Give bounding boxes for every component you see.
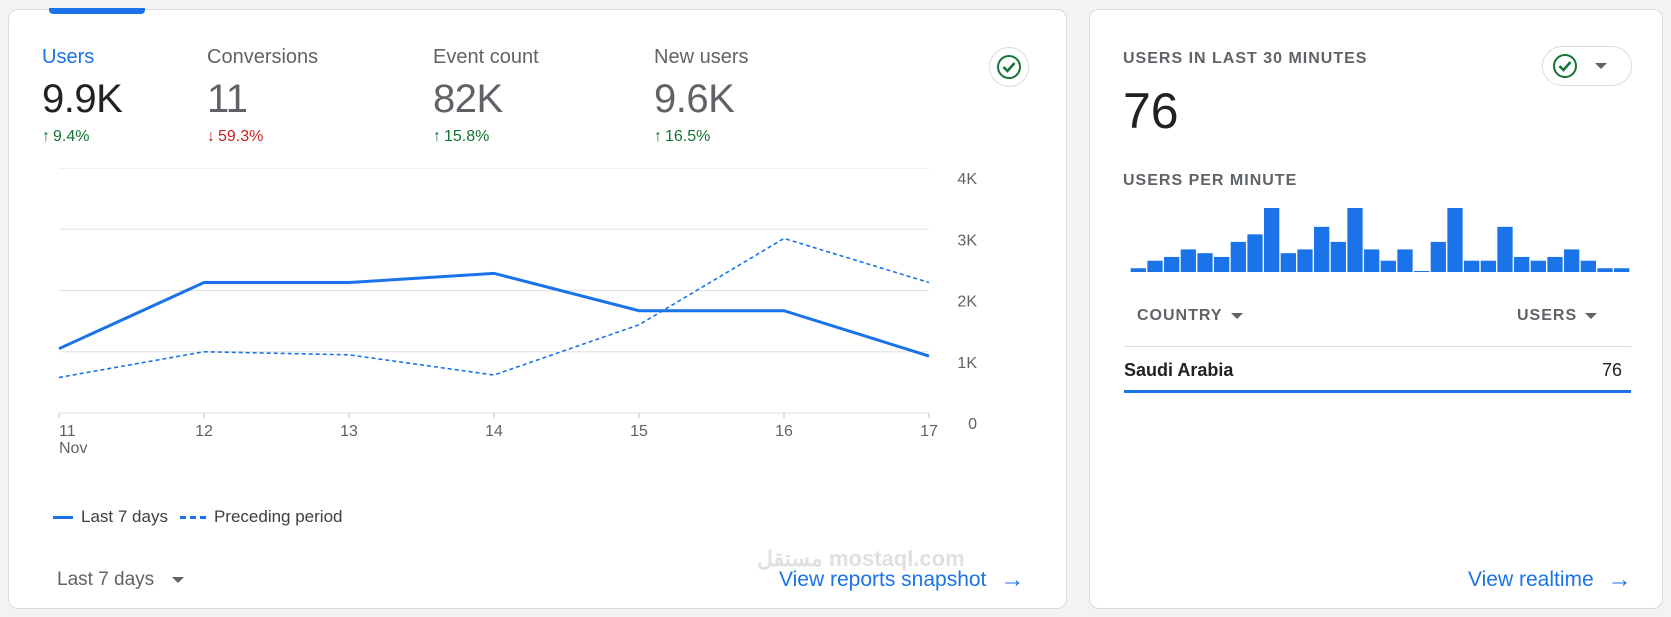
- view-realtime-link[interactable]: View realtime →: [1468, 566, 1632, 593]
- date-range-label: Last 7 days: [57, 569, 155, 590]
- minute-bar: [1280, 253, 1296, 272]
- table-row-country: Saudi Arabia: [1124, 360, 1234, 380]
- minute-bar: [1580, 260, 1596, 272]
- date-range-dropdown[interactable]: Last 7 days: [57, 569, 185, 591]
- metric-label: Users: [42, 46, 95, 68]
- metric-value: 82K: [433, 77, 503, 121]
- series-line-last-7-days: [58, 271, 930, 358]
- minute-bar: [1264, 208, 1280, 272]
- x-tick-sublabel: Nov: [59, 440, 87, 457]
- minute-bar: [1130, 268, 1146, 272]
- y-tick-label: 3K: [957, 232, 977, 249]
- minute-bar: [1514, 256, 1530, 272]
- minute-bar: [1380, 260, 1396, 272]
- view-reports-snapshot-link[interactable]: View reports snapshot →: [779, 566, 1025, 593]
- caret-down-icon: [1230, 313, 1243, 319]
- minute-bar: [1347, 208, 1363, 272]
- minute-bar: [1164, 256, 1180, 272]
- data-quality-button[interactable]: [989, 47, 1029, 87]
- minute-bar: [1530, 260, 1546, 272]
- realtime-card: USERS IN LAST 30 MINUTES 76 USERS PER MI…: [1089, 9, 1663, 609]
- table-row-bar: [1124, 390, 1631, 393]
- minute-bar: [1247, 234, 1263, 272]
- chart-legend: Last 7 days Preceding period: [53, 507, 354, 527]
- minute-bar: [1314, 226, 1330, 272]
- minute-bar: [1564, 249, 1580, 272]
- minute-bar: [1447, 208, 1463, 272]
- minute-bar: [1297, 249, 1313, 272]
- metric-value: 9.9K: [42, 77, 123, 121]
- minute-bar: [1547, 256, 1563, 272]
- arrow-right-icon: →: [1607, 566, 1632, 593]
- metric-value: 9.6K: [654, 77, 735, 121]
- minute-bar: [1397, 249, 1413, 272]
- y-tick-label: 4K: [957, 171, 977, 188]
- metric-change: ↑ 16.5%: [654, 128, 711, 145]
- realtime-value: 76: [1123, 83, 1179, 139]
- y-tick-label: 1K: [957, 355, 977, 372]
- minute-bar: [1480, 260, 1496, 272]
- minute-bar: [1180, 249, 1196, 272]
- metric-users[interactable]: Users 9.9K ↑ 9.4%: [42, 46, 123, 146]
- metric-conversions[interactable]: Conversions 11 ↓ 59.3%: [207, 46, 318, 146]
- x-tick-label: 16: [775, 423, 793, 440]
- users-per-minute-bar-chart: [1130, 208, 1630, 272]
- y-tick-label: 0: [968, 416, 977, 433]
- country-column-header[interactable]: COUNTRY: [1137, 307, 1243, 325]
- dashed-line-swatch: [179, 515, 206, 519]
- realtime-status-dropdown[interactable]: [1542, 46, 1632, 86]
- metric-change: ↑ 9.4%: [42, 128, 90, 145]
- overview-card: Users 9.9K ↑ 9.4% Conversions 11 ↓ 59.3% E…: [8, 8, 1067, 609]
- x-tick-label: 12: [195, 423, 213, 440]
- users-column-header[interactable]: USERS: [1517, 307, 1598, 325]
- metric-label: Conversions: [207, 46, 319, 68]
- legend-item-previous: Preceding period: [179, 507, 342, 527]
- check-icon: [1553, 54, 1577, 78]
- metric-event-count[interactable]: Event count 82K ↑ 15.8%: [433, 46, 539, 146]
- metric-label: New users: [654, 46, 749, 68]
- caret-down-icon: [1595, 63, 1607, 69]
- x-tick-label: 17: [920, 423, 938, 440]
- metric-value: 11: [207, 77, 248, 121]
- metric-new-users[interactable]: New users 9.6K ↑ 16.5%: [654, 46, 748, 146]
- series-line-preceding-period: [58, 237, 930, 379]
- minute-bar: [1197, 253, 1213, 272]
- minute-bar: [1214, 256, 1230, 272]
- minute-bar: [1464, 260, 1480, 272]
- x-tick-label: 15: [630, 423, 648, 440]
- arrow-right-icon: →: [1000, 566, 1025, 593]
- minute-bar: [1414, 271, 1430, 272]
- caret-down-icon: [172, 577, 185, 583]
- metric-change: ↑ 15.8%: [433, 128, 490, 145]
- x-tick-label: 14: [485, 423, 503, 440]
- users-per-minute-title: USERS PER MINUTE: [1123, 172, 1298, 189]
- minute-bar: [1597, 268, 1613, 272]
- check-icon: [997, 55, 1021, 79]
- arrow-up-icon: ↑: [42, 128, 50, 145]
- table-row-users: 76: [1602, 360, 1623, 380]
- table-divider: [1124, 346, 1631, 347]
- legend-item-current: Last 7 days: [53, 507, 168, 527]
- realtime-title: USERS IN LAST 30 MINUTES: [1123, 50, 1368, 67]
- y-tick-label: 2K: [957, 294, 977, 311]
- watermark: مستقل mostaql.com: [757, 546, 965, 571]
- minute-bar: [1497, 226, 1513, 272]
- minute-bar: [1614, 268, 1630, 272]
- minute-bar: [1330, 241, 1346, 272]
- solid-line-swatch: [53, 515, 73, 519]
- metric-label: Event count: [433, 46, 539, 68]
- arrow-up-icon: ↑: [654, 128, 662, 145]
- caret-down-icon: [1585, 313, 1598, 319]
- minute-bar: [1364, 249, 1380, 272]
- arrow-up-icon: ↑: [433, 128, 441, 145]
- minute-bar: [1430, 241, 1446, 272]
- minute-bar: [1147, 260, 1163, 272]
- arrow-down-icon: ↓: [207, 128, 215, 145]
- x-tick-label: 11: [59, 423, 76, 440]
- minute-bar: [1230, 241, 1246, 272]
- active-tab-indicator: [49, 8, 145, 14]
- x-tick-label: 13: [340, 423, 358, 440]
- metric-change: ↓ 59.3%: [207, 128, 264, 145]
